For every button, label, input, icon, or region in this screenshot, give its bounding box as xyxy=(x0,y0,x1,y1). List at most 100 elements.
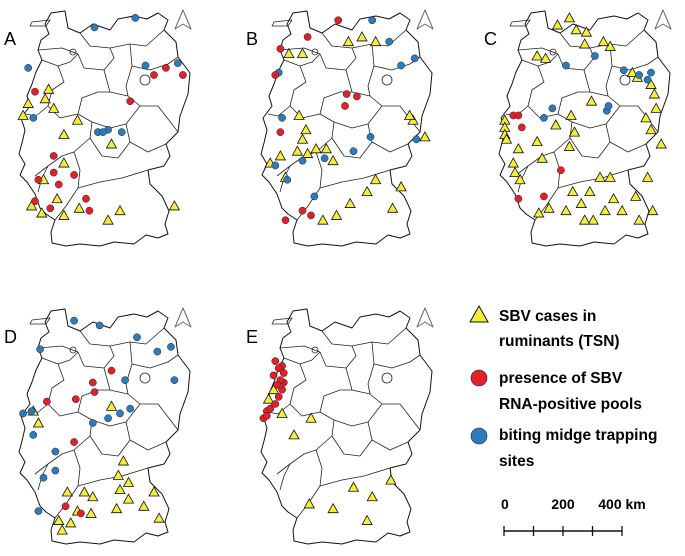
scale-label-200: 200 xyxy=(551,496,575,512)
trapping-site-marker xyxy=(51,466,60,475)
trapping-site-marker xyxy=(298,156,307,165)
germany-map xyxy=(260,308,433,545)
rna-positive-pool-marker xyxy=(278,385,286,394)
trapping-site-marker xyxy=(283,175,292,184)
legend-blue-line1: biting midge trapping xyxy=(499,427,657,444)
sbv-case-marker xyxy=(347,481,360,492)
germany-outline xyxy=(260,10,433,247)
sbv-case-marker xyxy=(25,200,38,211)
map-panel-c: C xyxy=(484,9,672,247)
sbv-case-marker xyxy=(645,123,657,135)
trapping-site-marker xyxy=(34,507,43,515)
trapping-site-marker xyxy=(141,61,150,70)
sbv-case-marker xyxy=(366,490,378,502)
rna-positive-pool-marker xyxy=(342,90,351,98)
trapping-site-marker xyxy=(643,75,652,84)
rna-positive-pool-marker xyxy=(353,92,361,101)
sbv-case-marker xyxy=(533,207,545,218)
sbv-case-marker xyxy=(303,498,315,509)
sbv-case-marker xyxy=(579,38,591,49)
sbv-case-marker xyxy=(58,157,70,168)
sbv-case-marker xyxy=(531,50,543,61)
rna-positive-pool-marker xyxy=(298,206,307,215)
trapping-site-marker xyxy=(133,333,141,342)
sbv-case-marker xyxy=(655,138,667,149)
sbv-case-marker xyxy=(274,150,287,161)
sbv-case-marker xyxy=(633,214,645,225)
sbv-case-marker xyxy=(293,109,305,120)
trapping-site-marker xyxy=(29,114,38,122)
sbv-case-marker xyxy=(22,97,34,108)
rna-positive-pool-marker xyxy=(162,64,170,72)
rna-positive-pool-marker xyxy=(276,128,285,136)
rna-positive-pool-marker xyxy=(341,102,349,110)
legend-triangle-line2: ruminants (TSN) xyxy=(499,333,620,350)
sbv-case-marker xyxy=(585,95,598,106)
sbv-case-marker xyxy=(641,171,654,182)
trapping-site-marker xyxy=(368,16,377,25)
sbv-case-marker xyxy=(138,500,150,511)
trapping-site-marker xyxy=(410,54,419,63)
sbv-case-marker xyxy=(568,126,581,137)
north-arrow-icon xyxy=(654,9,672,30)
legend-red-line1: presence of SBV xyxy=(499,370,623,387)
sbv-case-marker xyxy=(61,486,73,497)
germany-outline xyxy=(260,308,433,545)
sbv-case-marker xyxy=(85,507,97,518)
trapping-site-marker xyxy=(320,154,329,163)
trapping-site-marker xyxy=(95,321,104,330)
rna-positive-pool-marker xyxy=(85,206,94,215)
sbv-case-marker xyxy=(112,469,124,480)
map-panel-b: B xyxy=(246,9,434,247)
sbv-case-marker xyxy=(296,133,309,144)
trapping-site-marker xyxy=(116,409,124,418)
sbv-case-marker xyxy=(640,112,652,123)
rna-positive-pool-marker xyxy=(274,392,283,401)
sbv-case-marker xyxy=(500,133,513,144)
sbv-case-marker xyxy=(310,142,322,154)
sbv-case-marker xyxy=(65,517,77,528)
trapping-site-marker xyxy=(310,192,319,201)
legend-blue-line2: sites xyxy=(499,453,534,470)
north-arrow-icon xyxy=(416,307,434,328)
rna-positive-pool-marker xyxy=(126,97,135,106)
trapping-site-marker xyxy=(117,128,126,136)
trapping-site-marker xyxy=(153,347,162,356)
sbv-case-marker xyxy=(114,483,126,495)
sbv-case-marker xyxy=(291,145,304,156)
trapping-site-marker xyxy=(278,114,286,122)
rna-positive-pool-marker xyxy=(61,502,70,511)
trapping-site-marker xyxy=(366,133,375,141)
trapping-site-marker xyxy=(271,161,280,170)
north-arrow-icon xyxy=(174,307,192,328)
legend-blue-symbol xyxy=(470,427,488,445)
sbv-case-marker xyxy=(512,142,525,154)
sbv-case-marker xyxy=(361,185,373,197)
rna-positive-pool-marker xyxy=(274,364,283,373)
rna-positive-pool-marker xyxy=(70,171,78,179)
sbv-case-marker xyxy=(509,166,521,178)
trapping-site-marker xyxy=(647,68,655,77)
sbv-case-marker xyxy=(58,209,70,220)
trapping-site-marker xyxy=(39,473,48,482)
sbv-case-marker xyxy=(539,52,552,63)
rna-positive-pool-marker xyxy=(31,87,39,96)
rna-positive-pool-marker xyxy=(271,71,280,79)
sbv-case-marker xyxy=(650,102,662,113)
sbv-case-marker xyxy=(148,486,160,497)
sbv-case-marker xyxy=(648,88,661,99)
rna-positive-pool-marker xyxy=(82,194,90,203)
sbv-case-marker xyxy=(17,109,29,120)
sbv-case-marker xyxy=(153,512,165,523)
rna-positive-pool-marker xyxy=(281,216,290,225)
trapping-site-marker xyxy=(88,419,97,427)
germany-map xyxy=(18,308,191,545)
panel-label: C xyxy=(484,29,497,49)
legend-triangle-line1: SBV cases in xyxy=(499,308,596,325)
sbv-case-marker xyxy=(536,152,548,163)
sbv-case-marker xyxy=(575,197,587,208)
trapping-site-marker xyxy=(90,23,99,32)
trapping-site-marker xyxy=(412,135,421,144)
scale-line xyxy=(503,526,623,536)
